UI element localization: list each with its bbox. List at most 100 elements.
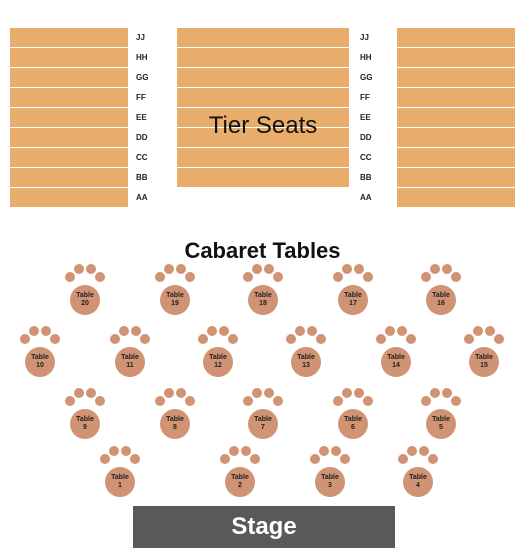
chair-icon (428, 454, 438, 464)
cabaret-table-14[interactable]: Table14 (376, 324, 416, 380)
tier-row-left[interactable] (10, 68, 128, 88)
chair-icon (310, 454, 320, 464)
table-number: 20 (81, 300, 89, 308)
tier-row-left[interactable] (10, 28, 128, 48)
tier-row-left[interactable] (10, 168, 128, 188)
table-number: 5 (439, 424, 443, 432)
cabaret-table-18[interactable]: Table18 (243, 262, 283, 318)
chair-icon (41, 326, 51, 336)
cabaret-table-20[interactable]: Table20 (65, 262, 105, 318)
chair-icon (155, 396, 165, 406)
cabaret-table-7[interactable]: Table7 (243, 386, 283, 442)
chair-icon (243, 396, 253, 406)
chair-icon (473, 326, 483, 336)
tier-row-label: EE (360, 114, 371, 122)
chair-icon (407, 446, 417, 456)
cabaret-table-12[interactable]: Table12 (198, 324, 238, 380)
table-label-prefix: Table (121, 354, 139, 362)
tier-seats-title: Tier Seats (177, 112, 349, 140)
chair-icon (376, 334, 386, 344)
tier-row-label: HH (136, 54, 148, 62)
chair-icon (342, 264, 352, 274)
tier-row-label: EE (136, 114, 147, 122)
chair-icon (207, 326, 217, 336)
cabaret-table-2[interactable]: Table2 (220, 444, 260, 500)
chair-icon (442, 388, 452, 398)
cabaret-table-6[interactable]: Table6 (333, 386, 373, 442)
tier-row-right[interactable] (397, 128, 515, 148)
tier-row-mid[interactable] (177, 28, 349, 48)
cabaret-table-11[interactable]: Table11 (110, 324, 150, 380)
table-number: 9 (83, 424, 87, 432)
cabaret-table-19[interactable]: Table19 (155, 262, 195, 318)
table-label-prefix: Table (254, 292, 272, 300)
tier-row-right[interactable] (397, 48, 515, 68)
tier-row-right[interactable] (397, 108, 515, 128)
table-circle: Table19 (160, 285, 190, 315)
tier-row-label: FF (136, 94, 146, 102)
table-number: 8 (173, 424, 177, 432)
tier-row-mid[interactable] (177, 88, 349, 108)
table-circle: Table11 (115, 347, 145, 377)
table-number: 6 (351, 424, 355, 432)
cabaret-table-9[interactable]: Table9 (65, 386, 105, 442)
table-circle: Table17 (338, 285, 368, 315)
table-number: 16 (437, 300, 445, 308)
chair-icon (406, 334, 416, 344)
chair-icon (65, 396, 75, 406)
tier-row-mid[interactable] (177, 168, 349, 188)
cabaret-table-1[interactable]: Table1 (100, 444, 140, 500)
table-label-prefix: Table (166, 292, 184, 300)
chair-icon (121, 446, 131, 456)
table-circle: Table9 (70, 409, 100, 439)
tier-row-right[interactable] (397, 28, 515, 48)
cabaret-table-17[interactable]: Table17 (333, 262, 373, 318)
table-number: 13 (302, 362, 310, 370)
chair-icon (29, 326, 39, 336)
tier-row-left[interactable] (10, 148, 128, 168)
tier-row-right[interactable] (397, 68, 515, 88)
tier-row-mid[interactable] (177, 68, 349, 88)
tier-row-right[interactable] (397, 88, 515, 108)
chair-icon (430, 388, 440, 398)
chair-icon (363, 272, 373, 282)
tier-row-right[interactable] (397, 148, 515, 168)
table-circle: Table15 (469, 347, 499, 377)
tier-row-left[interactable] (10, 188, 128, 208)
cabaret-table-5[interactable]: Table5 (421, 386, 461, 442)
chair-icon (273, 272, 283, 282)
chair-icon (451, 396, 461, 406)
table-number: 3 (328, 482, 332, 490)
chair-icon (331, 446, 341, 456)
table-circle: Table4 (403, 467, 433, 497)
tier-row-mid[interactable] (177, 48, 349, 68)
chair-icon (485, 326, 495, 336)
cabaret-table-15[interactable]: Table15 (464, 324, 504, 380)
cabaret-table-8[interactable]: Table8 (155, 386, 195, 442)
cabaret-table-16[interactable]: Table16 (421, 262, 461, 318)
cabaret-table-4[interactable]: Table4 (398, 444, 438, 500)
tier-row-left[interactable] (10, 88, 128, 108)
chair-icon (319, 446, 329, 456)
tier-row-left[interactable] (10, 48, 128, 68)
tier-row-label: BB (136, 174, 148, 182)
tier-row-label: CC (360, 154, 372, 162)
chair-icon (185, 396, 195, 406)
tier-row-right[interactable] (397, 168, 515, 188)
chair-icon (316, 334, 326, 344)
chair-icon (95, 396, 105, 406)
table-label-prefix: Table (475, 354, 493, 362)
seating-chart: AAAABBBBCCCCDDDDEEEEFFFFGGGGHHHHJJJJTier… (0, 0, 525, 557)
table-circle: Table12 (203, 347, 233, 377)
chair-icon (421, 272, 431, 282)
chair-icon (228, 334, 238, 344)
tier-row-mid[interactable] (177, 148, 349, 168)
cabaret-table-10[interactable]: Table10 (20, 324, 60, 380)
cabaret-table-3[interactable]: Table3 (310, 444, 350, 500)
cabaret-table-13[interactable]: Table13 (286, 324, 326, 380)
tier-row-label: JJ (136, 34, 145, 42)
chair-icon (295, 326, 305, 336)
tier-row-left[interactable] (10, 108, 128, 128)
tier-row-left[interactable] (10, 128, 128, 148)
tier-row-right[interactable] (397, 188, 515, 208)
